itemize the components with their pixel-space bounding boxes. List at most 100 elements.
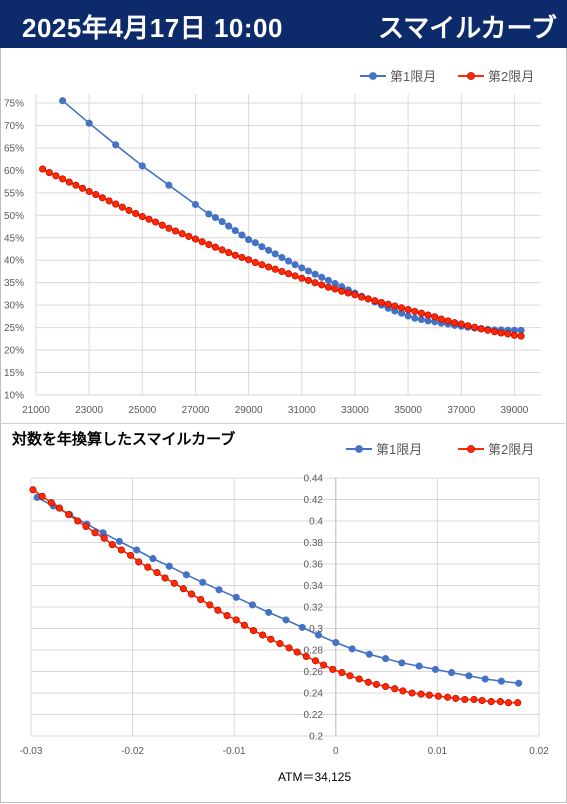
data-point-2 — [487, 698, 495, 706]
y-tick-label: 0.26 — [304, 667, 324, 678]
data-point-2 — [434, 692, 442, 700]
data-point-2 — [232, 616, 240, 624]
data-point-2 — [59, 175, 67, 183]
atm-label: ATM＝34,125 — [278, 770, 352, 784]
data-point-2 — [351, 291, 359, 299]
data-point-2 — [185, 232, 193, 240]
data-point-2 — [331, 285, 339, 293]
data-point-2 — [161, 574, 169, 582]
data-point-2 — [424, 311, 432, 319]
y-tick-label: 60% — [4, 166, 24, 177]
data-point-1 — [318, 273, 326, 281]
data-point-1 — [258, 243, 266, 251]
data-point-2 — [74, 517, 82, 525]
x-tick-label: -0.01 — [223, 746, 246, 757]
x-tick-label: 35000 — [394, 405, 422, 416]
data-point-1 — [133, 546, 141, 554]
y-tick-label: 0.24 — [304, 689, 324, 700]
data-point-2 — [29, 486, 37, 494]
legend-label-1: 第1限月 — [376, 442, 422, 457]
data-point-2 — [302, 652, 310, 661]
data-point-2 — [198, 238, 206, 246]
data-point-1 — [149, 555, 157, 563]
data-point-2 — [411, 307, 419, 315]
data-point-2 — [271, 265, 279, 273]
data-point-1 — [282, 616, 290, 624]
data-point-2 — [165, 224, 173, 232]
data-point-2 — [278, 267, 286, 276]
data-point-2 — [364, 295, 372, 303]
data-point-2 — [338, 287, 346, 295]
data-point-2 — [144, 563, 152, 571]
data-point-2 — [206, 601, 214, 609]
data-point-2 — [171, 227, 180, 235]
data-point-2 — [78, 184, 87, 192]
data-point-2 — [364, 678, 372, 686]
y-tick-label: 10% — [4, 391, 24, 402]
data-point-2 — [240, 621, 248, 629]
data-point-2 — [397, 304, 406, 312]
data-point-2 — [471, 323, 479, 331]
y-tick-label: 0.22 — [304, 710, 324, 721]
data-point-1 — [225, 222, 233, 230]
data-point-2 — [284, 270, 293, 278]
y-tick-label: 25% — [4, 323, 24, 334]
data-point-2 — [382, 682, 390, 691]
y-tick-label: 20% — [4, 346, 24, 357]
data-point-2 — [231, 251, 239, 259]
data-point-2 — [291, 272, 299, 280]
data-point-2 — [145, 215, 153, 223]
y-tick-label: 55% — [4, 188, 24, 199]
data-point-2 — [444, 317, 452, 325]
data-point-2 — [170, 579, 178, 587]
x-tick-label: -0.03 — [20, 746, 43, 757]
data-point-2 — [267, 635, 275, 643]
data-point-2 — [187, 590, 196, 598]
data-point-1 — [165, 181, 173, 189]
data-point-2 — [258, 261, 266, 269]
data-point-1 — [311, 270, 319, 278]
data-point-2 — [311, 657, 320, 665]
data-point-2 — [223, 612, 231, 620]
data-point-1 — [182, 571, 190, 579]
data-point-1 — [205, 210, 213, 218]
data-point-2 — [125, 206, 133, 214]
data-point-2 — [117, 546, 125, 554]
data-point-1 — [324, 276, 332, 284]
data-point-2 — [293, 648, 301, 656]
data-point-2 — [490, 328, 499, 336]
data-point-2 — [52, 172, 60, 180]
data-point-1 — [314, 631, 323, 639]
data-point-2 — [497, 329, 505, 337]
legend-marker-1 — [369, 72, 377, 80]
y-tick-label: 0.36 — [304, 560, 324, 571]
data-point-1 — [415, 662, 423, 670]
data-point-2 — [517, 332, 525, 340]
data-point-1 — [404, 312, 412, 320]
y-tick-label: 0.38 — [304, 538, 324, 549]
data-point-2 — [399, 687, 407, 695]
data-point-2 — [431, 313, 439, 321]
data-point-2 — [320, 661, 328, 669]
legend-label-2: 第2限月 — [488, 442, 534, 457]
data-point-2 — [65, 510, 73, 519]
data-point-2 — [191, 235, 200, 243]
data-point-1 — [271, 250, 279, 258]
data-point-2 — [132, 209, 140, 218]
data-point-2 — [218, 246, 226, 254]
data-point-1 — [138, 162, 146, 170]
data-point-2 — [127, 551, 135, 559]
data-point-2 — [358, 293, 366, 301]
data-point-2 — [404, 306, 412, 314]
data-point-2 — [298, 274, 306, 282]
x-tick-label: 33000 — [341, 405, 369, 416]
legend-label-1: 第1限月 — [390, 69, 436, 84]
data-point-1 — [112, 141, 120, 149]
x-tick-label: 39000 — [501, 405, 529, 416]
data-point-2 — [452, 694, 460, 702]
data-point-2 — [346, 672, 354, 680]
data-point-2 — [225, 249, 233, 257]
data-point-1 — [417, 315, 425, 324]
data-point-2 — [38, 492, 46, 500]
data-point-1 — [199, 578, 207, 586]
